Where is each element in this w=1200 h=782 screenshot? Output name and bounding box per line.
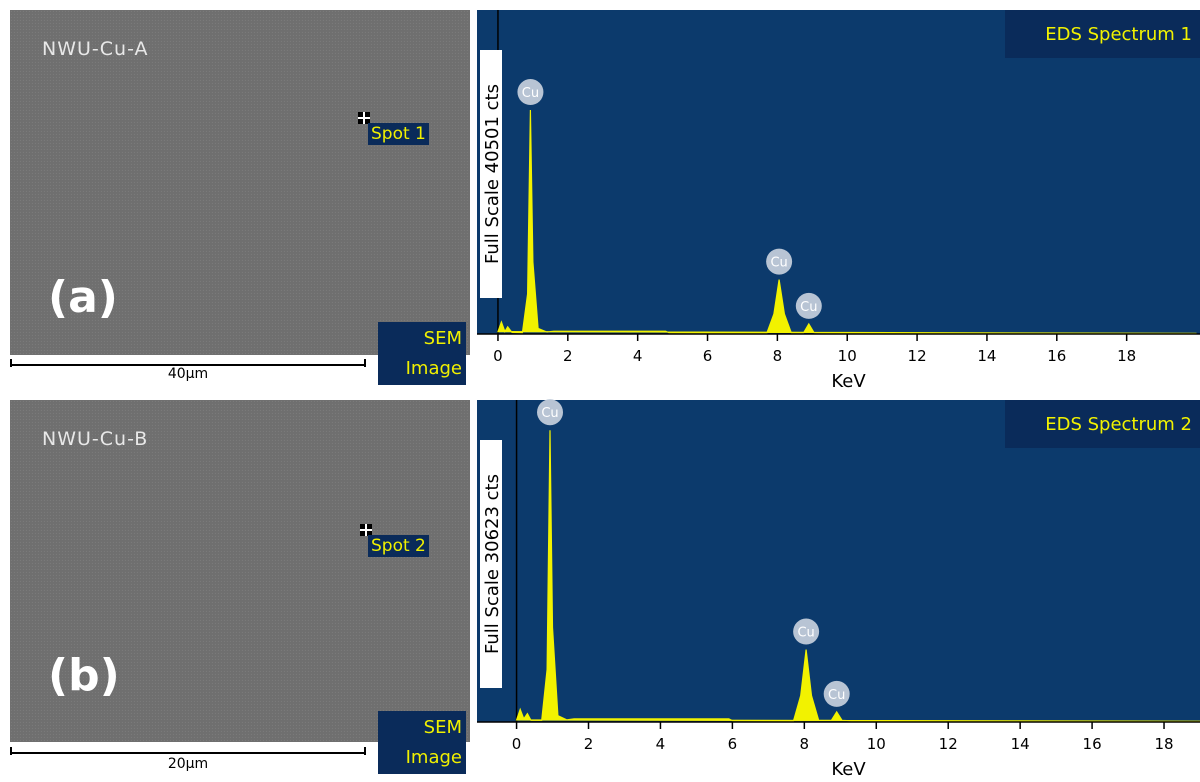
x-tick-label: 4: [656, 735, 666, 753]
x-tick-label: 12: [939, 735, 958, 753]
peak-label: Cu: [800, 300, 817, 315]
x-tick-label: 10: [867, 735, 886, 753]
x-tick-label: 14: [1011, 735, 1030, 753]
plot-area: [477, 10, 1200, 334]
x-tick-label: 16: [1047, 347, 1066, 365]
x-tick-label: 6: [703, 347, 713, 365]
x-axis-label: KeV: [831, 371, 866, 392]
page: {"sem_images": [ {"label": "(a)", "sampl…: [0, 0, 1200, 782]
x-axis-label: KeV: [831, 759, 866, 780]
x-tick-label: 8: [800, 735, 810, 753]
x-tick-label: 12: [908, 347, 927, 365]
peak-label: Cu: [797, 626, 814, 641]
peak-label: Cu: [828, 688, 845, 703]
x-tick-label: 2: [584, 735, 594, 753]
peak-label: Cu: [541, 406, 558, 421]
plot-area: [477, 400, 1200, 722]
x-tick-label: 0: [493, 347, 503, 365]
y-axis-label: Full Scale 40501 cts: [482, 84, 503, 264]
chart-title: EDS Spectrum 1: [1045, 24, 1192, 45]
x-tick-label: 10: [838, 347, 857, 365]
peak-label: Cu: [522, 86, 539, 101]
x-tick-label: 18: [1117, 347, 1136, 365]
x-tick-label: 14: [977, 347, 996, 365]
x-tick-label: 2: [563, 347, 573, 365]
x-tick-label: 8: [773, 347, 783, 365]
x-tick-label: 18: [1154, 735, 1173, 753]
chart-title: EDS Spectrum 2: [1045, 414, 1192, 435]
y-axis-label: Full Scale 30623 cts: [482, 474, 503, 654]
x-tick-label: 16: [1083, 735, 1102, 753]
x-tick-label: 0: [512, 735, 522, 753]
x-tick-label: 4: [633, 347, 643, 365]
peak-label: Cu: [770, 256, 787, 271]
x-tick-label: 6: [728, 735, 738, 753]
spectra: 0 2 4 6 8 10 12 14 16 18 KeV EDS Spectrum 1 Full Sca…: [0, 0, 1200, 782]
